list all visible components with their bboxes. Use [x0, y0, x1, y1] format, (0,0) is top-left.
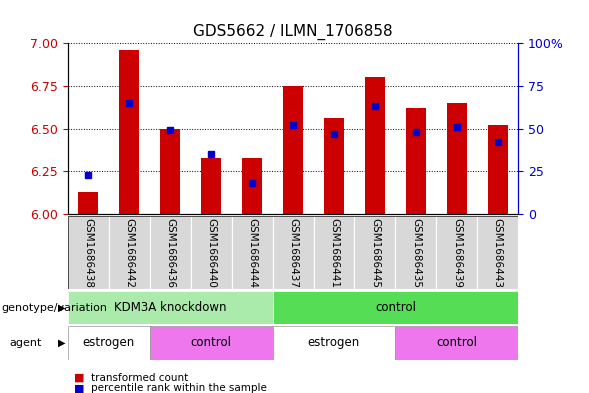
Bar: [436, 216, 477, 289]
Text: GSM1686437: GSM1686437: [288, 219, 298, 288]
Text: agent: agent: [9, 338, 42, 348]
Bar: [231, 216, 273, 289]
Bar: [68, 326, 150, 360]
Bar: [191, 216, 231, 289]
Bar: [395, 326, 518, 360]
Bar: [68, 216, 109, 289]
Bar: [477, 216, 518, 289]
Text: control: control: [375, 301, 416, 314]
Bar: [313, 216, 355, 289]
Text: ▶: ▶: [58, 338, 66, 348]
Text: percentile rank within the sample: percentile rank within the sample: [91, 383, 267, 393]
Bar: [119, 50, 140, 214]
Title: GDS5662 / ILMN_1706858: GDS5662 / ILMN_1706858: [193, 24, 393, 40]
Bar: [355, 216, 395, 289]
Text: estrogen: estrogen: [308, 336, 360, 349]
Text: GSM1686442: GSM1686442: [124, 219, 134, 288]
Text: GSM1686441: GSM1686441: [329, 219, 339, 288]
Text: GSM1686440: GSM1686440: [206, 219, 216, 288]
Text: GSM1686445: GSM1686445: [370, 219, 380, 288]
Text: ■: ■: [74, 373, 84, 383]
Text: GSM1686436: GSM1686436: [165, 219, 175, 288]
Bar: [446, 103, 467, 214]
Bar: [273, 326, 395, 360]
Text: control: control: [191, 336, 231, 349]
Text: control: control: [436, 336, 477, 349]
Text: transformed count: transformed count: [91, 373, 188, 383]
Bar: [273, 216, 313, 289]
Bar: [283, 86, 303, 214]
Text: estrogen: estrogen: [82, 336, 135, 349]
Bar: [324, 118, 344, 214]
Text: ■: ■: [74, 383, 84, 393]
Bar: [273, 291, 518, 324]
Bar: [242, 158, 262, 214]
Text: GSM1686444: GSM1686444: [247, 219, 257, 288]
Bar: [150, 216, 191, 289]
Text: KDM3A knockdown: KDM3A knockdown: [114, 301, 226, 314]
Bar: [68, 291, 273, 324]
Bar: [160, 129, 180, 214]
Bar: [365, 77, 385, 214]
Bar: [78, 192, 98, 214]
Text: GSM1686438: GSM1686438: [83, 219, 93, 288]
Text: GSM1686435: GSM1686435: [411, 219, 421, 288]
Text: genotype/variation: genotype/variation: [1, 303, 107, 312]
Text: ▶: ▶: [58, 303, 66, 312]
Bar: [201, 158, 221, 214]
Bar: [395, 216, 436, 289]
Text: GSM1686443: GSM1686443: [493, 219, 503, 288]
Bar: [109, 216, 150, 289]
Bar: [406, 108, 426, 214]
Bar: [150, 326, 273, 360]
Text: GSM1686439: GSM1686439: [452, 219, 462, 288]
Bar: [488, 125, 508, 214]
